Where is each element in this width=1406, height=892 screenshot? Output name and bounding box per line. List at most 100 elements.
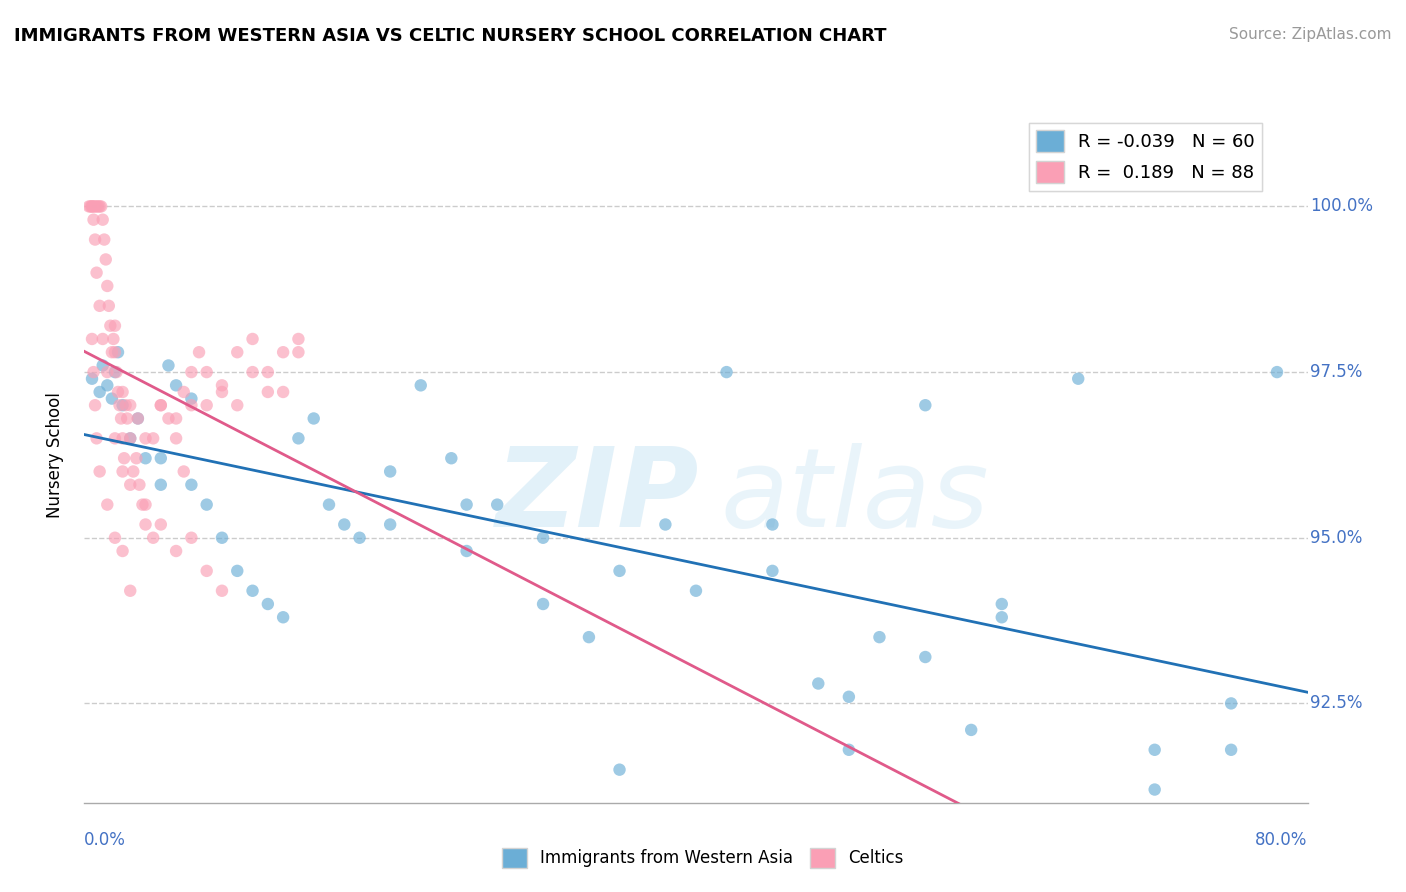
Point (761, 517, 783, 532)
Point (1143, 743, 1166, 757)
Point (149, 517, 172, 532)
Point (456, 544, 478, 558)
Point (914, 398, 936, 412)
Point (226, 345, 249, 359)
Point (94, 252, 117, 267)
Point (1265, 365, 1288, 379)
Point (578, 630, 600, 644)
Point (990, 610, 1012, 624)
Point (91, 212, 114, 227)
Point (1067, 372, 1090, 386)
Point (257, 384, 280, 399)
Point (165, 411, 187, 425)
Point (89, 465, 111, 479)
Point (142, 431, 165, 445)
Point (104, 345, 127, 359)
Point (149, 398, 172, 412)
Point (111, 465, 134, 479)
Point (107, 384, 129, 399)
Point (104, 318, 127, 333)
Point (127, 411, 149, 425)
Point (96, 498, 118, 512)
Point (456, 498, 478, 512)
Point (761, 564, 783, 578)
Point (120, 431, 142, 445)
Point (98, 318, 121, 333)
Point (80, 372, 103, 386)
Point (440, 451, 463, 466)
Point (838, 743, 860, 757)
Point (125, 451, 148, 466)
Point (302, 411, 325, 425)
Point (195, 498, 218, 512)
Point (180, 531, 202, 545)
Point (114, 398, 136, 412)
Point (165, 431, 187, 445)
Point (108, 398, 131, 412)
Point (112, 451, 135, 466)
Point (127, 411, 149, 425)
Point (257, 365, 280, 379)
Point (79, 199, 101, 213)
Point (271, 384, 294, 399)
Point (960, 723, 983, 737)
Point (685, 583, 707, 598)
Point (990, 597, 1012, 611)
Text: ZIP: ZIP (496, 443, 700, 550)
Point (142, 531, 165, 545)
Point (86, 266, 108, 280)
Point (135, 431, 157, 445)
Point (180, 365, 202, 379)
Point (380, 465, 402, 479)
Point (96, 279, 118, 293)
Point (1220, 697, 1243, 711)
Point (157, 359, 180, 373)
Point (211, 384, 233, 399)
Point (226, 398, 249, 412)
Point (111, 544, 134, 558)
Point (84, 398, 107, 412)
Point (165, 378, 187, 392)
Point (807, 676, 830, 690)
Point (89, 384, 111, 399)
Text: 97.5%: 97.5% (1310, 363, 1362, 381)
Point (83, 199, 105, 213)
Point (242, 583, 264, 598)
Point (120, 477, 142, 491)
Point (131, 498, 153, 512)
Point (111, 384, 134, 399)
Point (716, 365, 738, 379)
Point (80, 332, 103, 346)
Point (380, 517, 402, 532)
Y-axis label: Nursery School: Nursery School (45, 392, 63, 518)
Point (838, 690, 860, 704)
Text: IMMIGRANTS FROM WESTERN ASIA VS CELTIC NURSERY SCHOOL CORRELATION CHART: IMMIGRANTS FROM WESTERN ASIA VS CELTIC N… (14, 27, 887, 45)
Point (1143, 782, 1166, 797)
Point (173, 384, 195, 399)
Point (120, 431, 142, 445)
Legend: R = -0.039   N = 60, R =  0.189   N = 88: R = -0.039 N = 60, R = 0.189 N = 88 (1029, 123, 1261, 191)
Point (90, 199, 112, 213)
Point (135, 498, 157, 512)
Point (80, 199, 103, 213)
Point (83, 212, 105, 227)
Point (135, 517, 157, 532)
Point (242, 365, 264, 379)
Point (104, 531, 127, 545)
Point (157, 411, 180, 425)
Point (149, 398, 172, 412)
Point (180, 477, 202, 491)
Point (654, 517, 676, 532)
Point (211, 378, 233, 392)
Point (91, 359, 114, 373)
Point (84, 199, 107, 213)
Point (180, 398, 202, 412)
Point (287, 345, 309, 359)
Point (287, 332, 309, 346)
Point (93, 233, 115, 247)
Point (271, 345, 294, 359)
Point (89, 199, 111, 213)
Point (104, 365, 127, 379)
Point (173, 465, 195, 479)
Point (91, 332, 114, 346)
